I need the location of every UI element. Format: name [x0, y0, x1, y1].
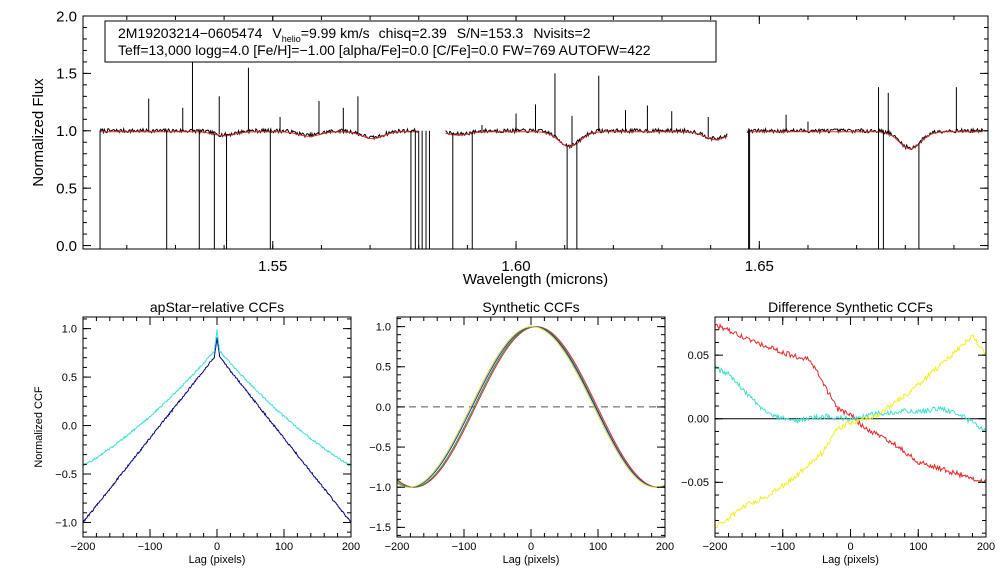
- info-snr: S/N=153.3: [457, 25, 524, 41]
- info-chisq: chisq=2.39: [379, 25, 447, 41]
- x-tick-label: −100: [452, 541, 477, 553]
- x-tick-label: 200: [656, 541, 674, 553]
- ccf-y-axis-label: Normalized CCF: [33, 386, 45, 468]
- info-vhelio-prefix: V: [272, 25, 282, 41]
- model-spectrum-line: [747, 131, 983, 150]
- model-spectrum-line: [100, 131, 418, 140]
- x-tick-label: 0: [847, 541, 853, 553]
- ccf-series-line: [396, 326, 666, 488]
- x-tick-label: 1.65: [745, 258, 774, 275]
- synthetic-ccf-panel: −200 −100 0 100 200 −1.5 −1.0 −0.5 0.0 0.5 1.0 Synt…: [369, 299, 674, 566]
- ccf-plot-area: [714, 322, 986, 529]
- y-axis-label: Normalized Flux: [30, 78, 47, 187]
- y-tick-label: 1.0: [62, 323, 77, 335]
- ccf-series-line: [714, 334, 986, 529]
- observed-spectrum-line: [445, 126, 728, 150]
- y-tick-label: 0.00: [688, 414, 709, 426]
- ccf-series-line: [82, 337, 352, 524]
- ccf-axes: −200 −100 0 100 200 −1.0 −0.5 0.0 0.5 1.0 apStar−r…: [33, 299, 360, 566]
- y-tick-label: −0.5: [369, 442, 391, 454]
- ccf-axes-frame: [396, 316, 666, 538]
- x-tick-label: 0: [528, 541, 534, 553]
- ccf-plot-area: [82, 329, 352, 524]
- info-object: 2M19203214−0605474: [118, 25, 263, 41]
- x-tick-label: 1.60: [501, 258, 530, 275]
- y-tick-label: 2.0: [56, 8, 77, 25]
- ccf-series-line: [714, 322, 986, 484]
- model-spectrum-line: [445, 131, 728, 148]
- x-tick-label: −200: [385, 541, 410, 553]
- y-tick-label: −0.5: [55, 469, 77, 481]
- spectrum-axes: 1.55 1.60 1.65 0.0 0.5 1.0 1.5 2.0 Wavelength (m…: [30, 8, 988, 288]
- spectrum-panel: 1.55 1.60 1.65 0.0 0.5 1.0 1.5 2.0 Wavelength (m…: [30, 8, 989, 288]
- y-tick-label: −1.0: [369, 482, 391, 494]
- observed-spectrum-line: [99, 126, 419, 141]
- ccf-title: apStar−relative CCFs: [150, 299, 284, 315]
- x-tick-label: 100: [589, 541, 607, 553]
- ccf-x-axis-label: Lag (pixels): [822, 554, 879, 566]
- ccf-plot-area: [396, 326, 666, 488]
- ccf-x-axis-label: Lag (pixels): [503, 554, 560, 566]
- info-vhelio-value: =9.99 km/s: [301, 25, 370, 41]
- info-box-frame: [104, 20, 717, 63]
- spectrum-info-box: 2M19203214−0605474 Vhelio=9.99 km/s chisq=…: [104, 20, 717, 63]
- ccf-axes: −200 −100 0 100 200 −1.5 −1.0 −0.5 0.0 0.5 1.0 Synt…: [369, 299, 674, 566]
- x-tick-label: −200: [703, 541, 728, 553]
- y-tick-label: 1.5: [56, 66, 77, 83]
- info-line-1: 2M19203214−0605474 Vhelio=9.99 km/s chisq=…: [118, 25, 591, 44]
- spectrum-axes-frame: [82, 15, 989, 250]
- ccf-series-line: [714, 365, 986, 433]
- y-tick-label: −0.05: [681, 477, 709, 489]
- x-tick-label: −100: [770, 541, 795, 553]
- y-tick-label: 1.0: [56, 123, 77, 140]
- y-tick-label: −1.0: [55, 517, 77, 529]
- y-tick-label: 0.5: [62, 372, 77, 384]
- y-tick-label: 0.5: [376, 362, 391, 374]
- info-nvisits: Nvisits=2: [533, 25, 590, 41]
- y-tick-label: 0.05: [688, 350, 709, 362]
- info-line-2: Teff=13,000 logg=4.0 [Fe/H]=−1.00 [alpha…: [118, 42, 651, 58]
- x-tick-label: 1.55: [258, 258, 287, 275]
- y-tick-label: 0.0: [62, 420, 77, 432]
- y-tick-label: 0.5: [56, 180, 77, 197]
- apstar-ccf-panel: −200 −100 0 100 200 −1.0 −0.5 0.0 0.5 1.0 apStar−r…: [33, 299, 360, 566]
- ccf-axes: −200 −100 0 100 200 −0.05 0.00 0.05 Difference S…: [681, 299, 995, 566]
- x-tick-label: −100: [138, 541, 163, 553]
- spectrum-plot-area: [99, 22, 984, 249]
- ccf-axes-frame: [714, 316, 987, 538]
- x-tick-label: 200: [342, 541, 360, 553]
- x-tick-label: 100: [275, 541, 293, 553]
- x-tick-label: 200: [977, 541, 995, 553]
- x-axis-label: Wavelength (microns): [463, 271, 608, 288]
- x-tick-label: 100: [909, 541, 927, 553]
- ccf-x-axis-label: Lag (pixels): [189, 554, 246, 566]
- x-tick-label: −200: [71, 541, 96, 553]
- ccf-series-line: [82, 329, 352, 467]
- ccf-title: Difference Synthetic CCFs: [768, 299, 933, 315]
- difference-ccf-panel: −200 −100 0 100 200 −0.05 0.00 0.05 Difference S…: [681, 299, 995, 566]
- ccf-axes-frame: [82, 316, 352, 538]
- y-tick-label: 0.0: [376, 402, 391, 414]
- info-vhelio-subscript: helio: [282, 34, 301, 44]
- y-tick-label: 1.0: [376, 321, 391, 333]
- y-tick-label: 0.0: [56, 238, 77, 255]
- x-tick-label: 0: [214, 541, 220, 553]
- y-tick-label: −1.5: [369, 522, 391, 534]
- ccf-title: Synthetic CCFs: [482, 299, 579, 315]
